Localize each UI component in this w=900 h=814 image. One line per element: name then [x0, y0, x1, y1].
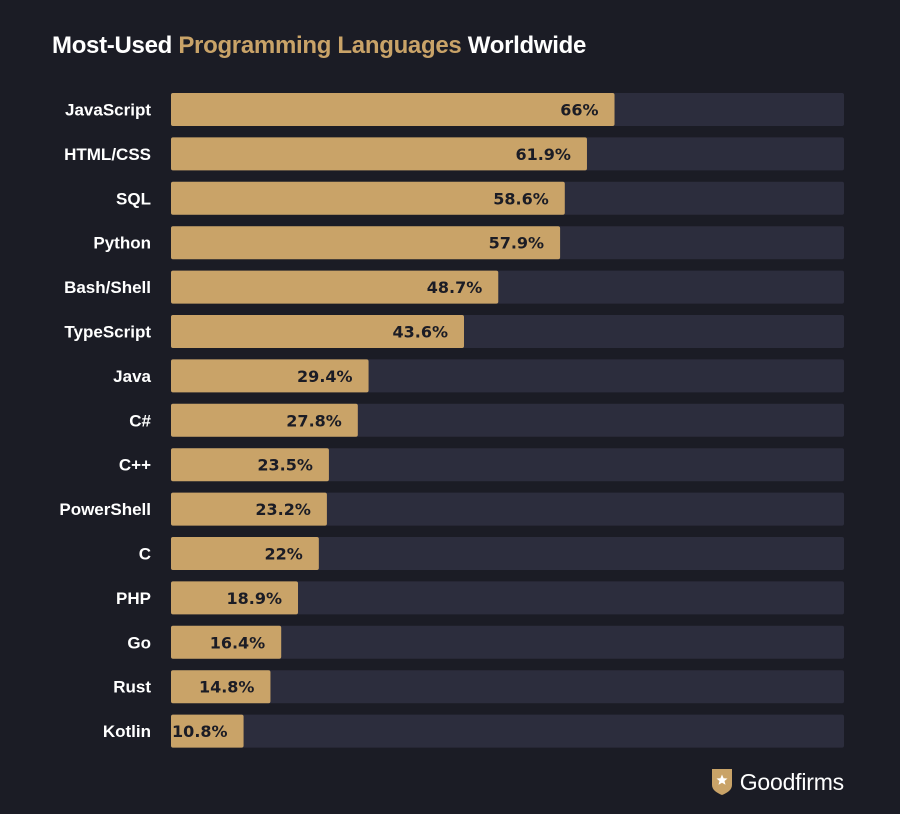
bar: [171, 93, 615, 126]
value-label: 48.7%: [427, 278, 483, 297]
title-part-1: Most-Used: [52, 32, 179, 59]
bar: [171, 137, 587, 171]
category-label: PHP: [116, 589, 151, 608]
category-label: Kotlin: [103, 722, 151, 741]
bar-row: Java 29.4%: [113, 359, 844, 393]
bar: [171, 270, 499, 304]
bar-row: JavaScript 66%: [65, 93, 844, 126]
bar-row: Go 16.4%: [127, 625, 844, 659]
category-label: Bash/Shell: [64, 278, 151, 297]
bar-track: [171, 537, 844, 570]
title-accent: Programming Languages: [178, 32, 462, 59]
category-label: Rust: [113, 678, 151, 697]
bar-row: Rust 14.8%: [113, 670, 844, 704]
bar-track: [171, 492, 844, 526]
value-label: 61.9%: [515, 145, 571, 164]
category-label: SQL: [116, 189, 151, 208]
value-label: 18.9%: [226, 589, 282, 608]
bar-row: Python 57.9%: [93, 226, 844, 260]
value-label: 14.8%: [199, 678, 255, 697]
category-label: C#: [129, 411, 151, 430]
bar: [171, 403, 358, 437]
value-label: 16.4%: [210, 633, 266, 652]
bar: [171, 448, 329, 482]
value-label: 23.2%: [255, 500, 311, 519]
category-label: JavaScript: [65, 101, 151, 120]
value-label: 22%: [265, 545, 303, 564]
category-label: PowerShell: [59, 500, 151, 519]
category-label: Go: [127, 633, 151, 652]
bar-row: PowerShell 23.2%: [59, 492, 844, 526]
value-label: 58.6%: [493, 189, 549, 208]
bar-row: C 22%: [139, 537, 844, 570]
bar-row: HTML/CSS 61.9%: [64, 137, 844, 171]
category-label: Java: [113, 367, 151, 386]
bar-row: C++ 23.5%: [119, 448, 844, 482]
bar-row: Kotlin 10.8%: [103, 714, 844, 748]
bar: [171, 581, 299, 615]
category-label: C: [139, 545, 151, 564]
value-label: 10.8%: [172, 722, 228, 741]
title-part-2: Worldwide: [461, 32, 587, 59]
bar-row: TypeScript 43.6%: [64, 315, 844, 348]
value-label: 43.6%: [392, 323, 448, 342]
bar: [171, 670, 271, 704]
bar: [171, 226, 561, 260]
value-label: 57.9%: [489, 234, 545, 253]
bar-row: C# 27.8%: [129, 403, 844, 437]
bar-track: [171, 448, 844, 482]
value-label: 23.5%: [257, 456, 313, 475]
chart-title: Most-Used Programming Languages Worldwid…: [52, 32, 586, 60]
bar-row: Bash/Shell 48.7%: [64, 270, 844, 304]
bar: [171, 625, 282, 659]
bar-track: [171, 670, 844, 704]
category-label: HTML/CSS: [64, 145, 151, 164]
category-label: Python: [93, 234, 151, 253]
bar: [171, 315, 464, 348]
brand-logo: Goodfirms: [711, 768, 844, 796]
bar-track: [171, 714, 844, 748]
bar-row: PHP 18.9%: [116, 581, 844, 615]
value-label: 29.4%: [297, 367, 353, 386]
brand-name: Goodfirms: [739, 768, 844, 795]
bar: [171, 537, 319, 570]
bar: [171, 359, 369, 393]
bar: [171, 492, 327, 526]
bar: [171, 714, 244, 748]
value-label: 66%: [560, 101, 598, 120]
category-label: TypeScript: [64, 323, 151, 342]
category-label: C++: [119, 456, 151, 475]
bar-track: [171, 581, 844, 615]
bar-row: SQL 58.6%: [116, 181, 844, 215]
bar-track: [171, 625, 844, 659]
value-label: 27.8%: [286, 411, 342, 430]
shield-star-icon: [711, 769, 732, 795]
bar: [171, 181, 565, 215]
